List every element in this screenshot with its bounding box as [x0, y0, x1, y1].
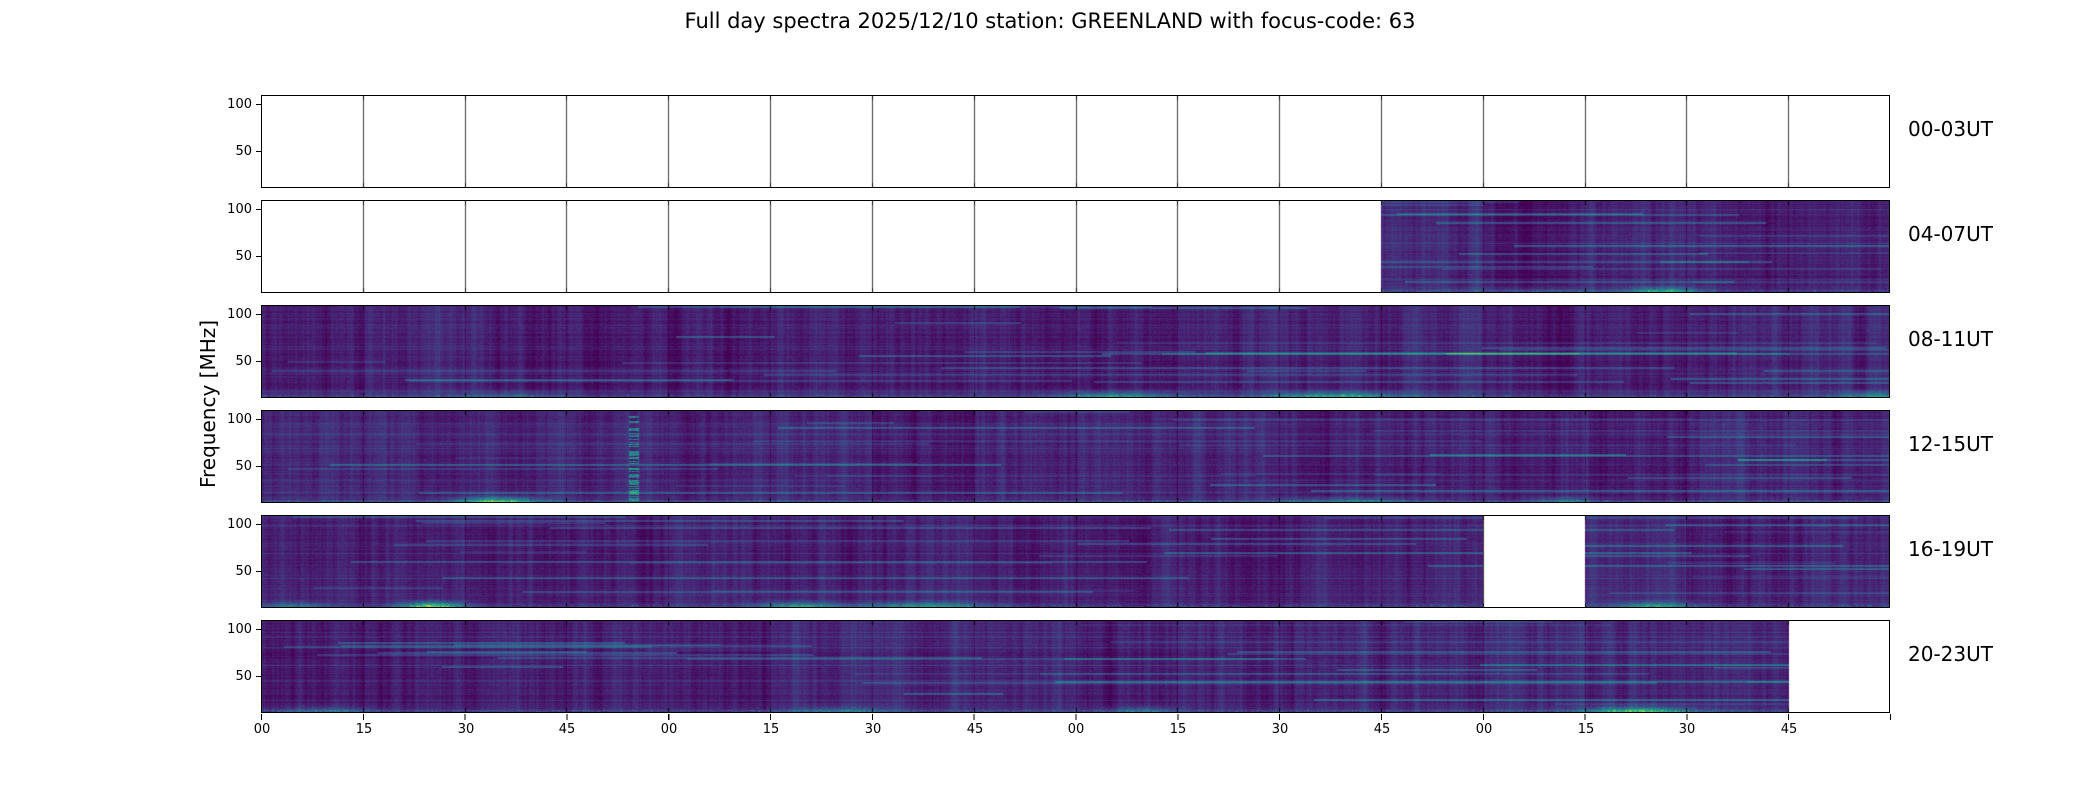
y-axis-tick-mark	[256, 209, 261, 210]
spectra-row-20-23	[261, 620, 1890, 713]
row-label-16-19UT: 16-19UT	[1908, 537, 1993, 561]
y-tick-100: 100	[227, 622, 252, 637]
y-tick-100: 100	[227, 202, 252, 217]
x-tick-label: 00	[1067, 722, 1085, 737]
spectrogram-00-03UT	[261, 95, 1890, 188]
y-axis-tick-mark	[256, 571, 261, 572]
x-tick-label: 30	[457, 722, 475, 737]
y-tick-100: 100	[227, 517, 252, 532]
y-tick-50: 50	[235, 669, 252, 684]
x-tick-label: 15	[1169, 722, 1187, 737]
row-label-12-15UT: 12-15UT	[1908, 432, 1993, 456]
spectra-row-16-19	[261, 515, 1890, 608]
spectrogram-16-19UT	[261, 515, 1890, 608]
y-axis-tick-mark	[256, 256, 261, 257]
x-tick-label: 15	[355, 722, 373, 737]
y-axis-tick-mark	[256, 314, 261, 315]
y-axis-tick-mark	[256, 419, 261, 420]
x-tick-label: 45	[1373, 722, 1391, 737]
y-axis-tick-mark	[256, 466, 261, 467]
y-tick-100: 100	[227, 307, 252, 322]
y-axis-tick-mark	[256, 629, 261, 630]
row-label-04-07UT: 04-07UT	[1908, 222, 1993, 246]
y-axis-tick-mark	[256, 361, 261, 362]
spectrogram-04-07UT	[261, 200, 1890, 293]
spectra-row-04-07	[261, 200, 1890, 293]
x-tick-label: 45	[558, 722, 576, 737]
y-tick-50: 50	[235, 249, 252, 264]
chart-title: Full day spectra 2025/12/10 station: GRE…	[684, 9, 1416, 33]
spectrogram-08-11UT	[261, 305, 1890, 398]
row-label-20-23UT: 20-23UT	[1908, 642, 1993, 666]
x-tick-label: 45	[1780, 722, 1798, 737]
x-tick-label: 30	[1678, 722, 1696, 737]
spectrogram-20-23UT	[261, 620, 1890, 713]
y-axis-tick-mark	[256, 676, 261, 677]
spectra-row-08-11	[261, 305, 1890, 398]
x-tick-label: 15	[1577, 722, 1595, 737]
x-tick-label: 30	[864, 722, 882, 737]
spectra-row-00-03	[261, 95, 1890, 188]
y-tick-100: 100	[227, 412, 252, 427]
x-tick-label: 00	[660, 722, 678, 737]
x-tick-label: 00	[253, 722, 271, 737]
spectra-row-12-15	[261, 410, 1890, 503]
x-tick-label: 15	[762, 722, 780, 737]
y-tick-50: 50	[235, 144, 252, 159]
y-tick-50: 50	[235, 459, 252, 474]
x-tick-label: 00	[1475, 722, 1493, 737]
y-tick-100: 100	[227, 97, 252, 112]
x-tick-label: 30	[1271, 722, 1289, 737]
row-label-00-03UT: 00-03UT	[1908, 117, 1993, 141]
y-axis-tick-mark	[256, 524, 261, 525]
y-axis-tick-mark	[256, 151, 261, 152]
spectrogram-12-15UT	[261, 410, 1890, 503]
x-tick-label: 45	[966, 722, 984, 737]
y-axis-tick-mark	[256, 104, 261, 105]
row-label-08-11UT: 08-11UT	[1908, 327, 1993, 351]
x-axis-tick-marks	[261, 714, 1891, 720]
y-tick-50: 50	[235, 354, 252, 369]
y-tick-50: 50	[235, 564, 252, 579]
